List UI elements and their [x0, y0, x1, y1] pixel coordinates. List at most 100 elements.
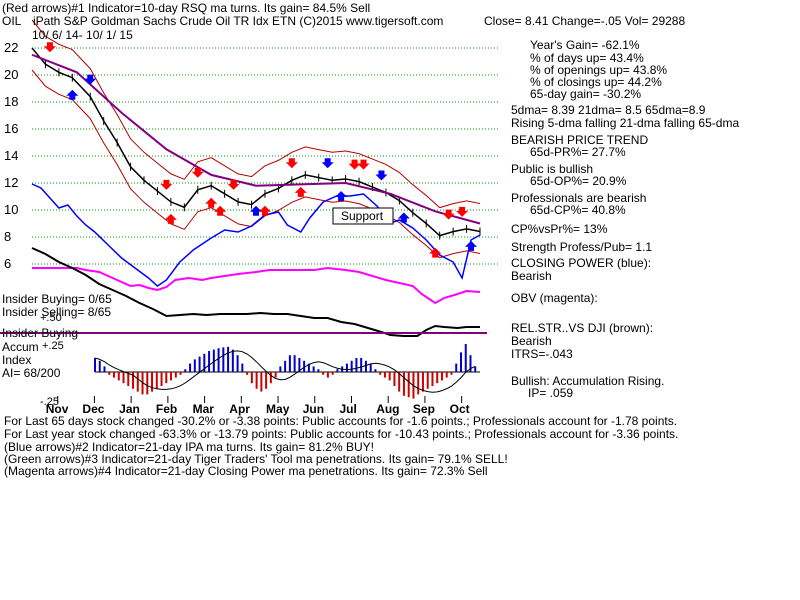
- obv-label: OBV (magenta):: [511, 291, 598, 305]
- lower-band: [31, 69, 481, 259]
- red-down-arrow: [227, 179, 240, 190]
- closing-power-line: [31, 183, 481, 287]
- closing-power-value: Bearish: [511, 269, 552, 283]
- dma-values: 5dma= 8.39 21dma= 8.5 65dma=8.9: [511, 103, 706, 117]
- red-up-arrow: [205, 197, 218, 208]
- x-tick-label: Jun: [302, 402, 325, 416]
- blue-up-arrow: [66, 89, 79, 100]
- rel-strength-value: Bearish: [511, 334, 552, 348]
- rel-strength-label: REL.STR..VS DJI (brown):: [511, 321, 654, 335]
- x-tick-label: Jul: [339, 402, 357, 416]
- red-down-arrow: [357, 159, 370, 170]
- pr-65: 65d-PR%= 27.7%: [530, 145, 626, 159]
- op-65: 65d-OP%= 20.9%: [530, 174, 627, 188]
- accum-label: Accum: [2, 340, 39, 354]
- blue-up-arrow: [397, 212, 410, 223]
- y-tick-label: 14: [4, 148, 19, 163]
- closing-power-label: CLOSING POWER (blue):: [511, 256, 652, 270]
- insider-selling-count: Insider Selling= 8/65: [2, 305, 112, 319]
- blue-down-arrow: [84, 74, 97, 85]
- red-down-arrow: [43, 42, 56, 53]
- red-down-arrow: [442, 209, 455, 220]
- x-tick-label: Aug: [376, 402, 400, 416]
- obv-line: [32, 266, 481, 305]
- support-label: Support: [341, 209, 384, 223]
- x-tick-label: May: [266, 402, 290, 416]
- closings-up: % of closings up= 44.2%: [530, 75, 662, 89]
- accum-minus-25: -.25: [40, 396, 59, 408]
- dma-trend: Rising 5-dma falling 21-dma falling 65-d…: [511, 116, 740, 130]
- red-down-arrow: [348, 159, 361, 170]
- price-line: [31, 47, 481, 237]
- accum-plus-50: +.50: [40, 312, 62, 324]
- date-range: 10/ 6/ 14- 10/ 1/ 15: [32, 28, 133, 42]
- blue-up-arrow: [250, 205, 262, 216]
- insider-buying-count: Insider Buying= 0/65: [2, 292, 112, 306]
- ticker-symbol: OIL: [2, 14, 22, 28]
- blue-down-arrow: [375, 170, 388, 181]
- y-tick-label: 12: [4, 175, 19, 190]
- accum-ma-line: [94, 350, 476, 393]
- insider-buying-label: Insider Buying: [2, 326, 79, 340]
- ma-65-line: [31, 53, 481, 225]
- rel-strength-line: [31, 247, 480, 337]
- professionals-bearish: Professionals are bearish: [511, 191, 647, 205]
- chart-title: iPath S&P Goldman Sachs Crude Oil TR Idx…: [33, 14, 444, 28]
- accumulation-index-bars: [94, 344, 480, 399]
- red-up-arrow: [258, 205, 271, 216]
- cp-vs-pr: CP%vsPr%= 13%: [511, 222, 608, 236]
- x-tick-label: Sep: [412, 402, 435, 416]
- y-tick-label: 20: [4, 67, 19, 82]
- red-up-arrow: [214, 205, 227, 216]
- header-indicator-1: (Red arrows)#1 Indicator=10-day RSQ ma t…: [2, 1, 371, 15]
- cp-65: 65d-CP%= 40.8%: [530, 203, 626, 217]
- red-down-arrow: [456, 206, 469, 217]
- x-tick-label: Mar: [192, 402, 214, 416]
- footer-year-change: For Last year stock changed -63.3% or -1…: [4, 427, 679, 441]
- blue-up-arrow: [465, 240, 478, 251]
- days-up: % of days up= 43.4%: [530, 51, 644, 65]
- x-tick-label: Dec: [82, 402, 105, 416]
- itrs-value: ITRS=-.043: [511, 347, 573, 361]
- x-tick-label: Oct: [449, 402, 470, 416]
- close-change-volume: Close= 8.41 Change=-.05 Vol= 29288: [484, 14, 686, 28]
- footer-indicator-2: (Blue arrows)#2 Indicator=21-day IPA ma …: [4, 440, 374, 454]
- gain-65-day: 65-day gain= -30.2%: [530, 87, 642, 101]
- red-up-arrow: [294, 186, 307, 197]
- x-tick-label: Apr: [229, 402, 250, 416]
- red-down-arrow: [285, 158, 298, 169]
- blue-down-arrow: [321, 158, 334, 169]
- y-tick-label: 16: [4, 121, 19, 136]
- footer-indicator-4: (Magenta arrows)#4 Indicator=21-day Clos…: [4, 464, 488, 478]
- footer-65-day-change: For Last 65 days stock changed -30.2% or…: [4, 414, 678, 428]
- openings-up: % of openings up= 43.8%: [530, 63, 668, 77]
- strength-profess-pub: Strength Profess/Pub= 1.1: [511, 240, 653, 254]
- years-gain: Year's Gain= -62.1%: [530, 38, 640, 52]
- public-bullish: Public is bullish: [511, 162, 594, 176]
- y-tick-label: 18: [4, 94, 19, 109]
- price-grid: [32, 47, 500, 403]
- ip-value: IP= .059: [528, 386, 574, 400]
- y-tick-label: 10: [4, 202, 19, 217]
- y-tick-label: 6: [4, 256, 12, 271]
- x-tick-label: Feb: [155, 402, 178, 416]
- red-up-arrow: [429, 247, 442, 258]
- red-down-arrow: [160, 179, 173, 190]
- bullish-accumulation: Bullish: Accumulation Rising.: [511, 374, 665, 388]
- red-up-arrow: [164, 213, 177, 224]
- index-label: Index: [2, 353, 32, 367]
- signal-arrows: [43, 42, 478, 258]
- x-tick-label: Nov: [45, 402, 69, 416]
- support-box: [332, 207, 394, 225]
- price-series: [31, 47, 481, 240]
- blue-up-arrow: [335, 190, 348, 201]
- red-down-arrow: [191, 167, 204, 178]
- x-tick-label: Jan: [119, 402, 140, 416]
- indicator-lines: [31, 183, 481, 337]
- bearish-price-trend: BEARISH PRICE TREND: [511, 133, 649, 147]
- footer-indicator-3: (Green arrows)#3 Indicator=21-day Tiger …: [4, 452, 508, 466]
- accum-plus-25: +.25: [42, 340, 64, 352]
- ai-value: AI= 68/200: [2, 366, 61, 380]
- y-tick-label: 8: [4, 229, 12, 244]
